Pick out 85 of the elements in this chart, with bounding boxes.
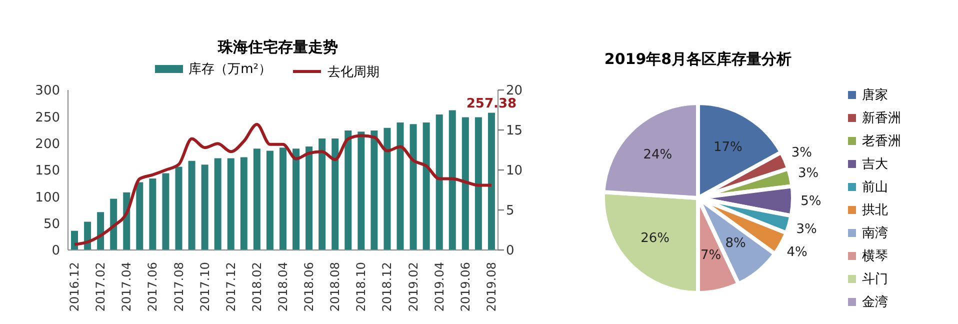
legend-label: 拱北	[862, 202, 888, 218]
x-tick-label: 2018.10	[354, 262, 368, 312]
bar	[410, 124, 417, 250]
bar	[332, 138, 339, 250]
bar	[358, 132, 365, 250]
bar	[462, 117, 469, 250]
data-label: 4%	[786, 244, 808, 260]
x-tick-label: 2017.08	[172, 262, 186, 312]
bar	[240, 157, 248, 250]
chart-title: 珠海住宅存量走势	[216, 38, 339, 58]
y-tick-label: 100	[35, 190, 60, 206]
y-tick-label: 50	[43, 216, 60, 232]
data-label: 24%	[643, 148, 672, 163]
bar	[227, 158, 234, 250]
x-tick-label: 2019.04	[432, 262, 446, 312]
data-label: 26%	[640, 230, 670, 246]
y2-tick-label: 15	[506, 124, 523, 139]
y-tick-label: 0	[52, 244, 60, 259]
bar	[175, 166, 182, 250]
bar	[396, 122, 404, 250]
x-tick-label: 2018.12	[380, 262, 394, 312]
legend-label: 金湾	[862, 294, 888, 310]
bar	[214, 158, 222, 250]
line-series	[73, 122, 493, 246]
bar	[201, 164, 208, 250]
y2-tick-label: 5	[506, 204, 514, 219]
bar	[344, 130, 352, 250]
x-tick-label: 2017.04	[120, 262, 134, 312]
y-tick-label: 250	[35, 110, 60, 126]
bar	[279, 148, 286, 250]
bar	[136, 182, 144, 250]
bar	[448, 110, 456, 250]
bar	[292, 148, 300, 250]
legend-label: 去化周期	[327, 64, 380, 80]
bar	[422, 122, 430, 250]
y-tick-label: 200	[35, 136, 60, 152]
x-tick-label: 2019.02	[406, 262, 420, 312]
legend-label: 老香洲	[862, 132, 901, 150]
y-tick-label: 150	[35, 164, 60, 179]
x-tick-label: 2017.02	[94, 262, 108, 312]
x-tick-label: 2019.08	[484, 262, 498, 312]
x-tick-label: 2017.12	[224, 262, 238, 312]
legend-label: 吉大	[862, 156, 888, 172]
bar	[253, 148, 260, 250]
bar	[488, 112, 495, 250]
y2-tick-label: 0	[506, 244, 514, 259]
x-tick-label: 2018.04	[276, 262, 290, 312]
x-tick-label: 2018.08	[328, 262, 342, 312]
x-tick-label: 2016.12	[68, 262, 82, 312]
legend-label: 前山	[862, 178, 888, 196]
data-label: 3%	[796, 222, 817, 238]
y-tick-label: 300	[35, 84, 60, 99]
legend-label: 库存（万m²）	[188, 61, 272, 78]
data-label: 3%	[798, 166, 819, 181]
x-tick-label: 2018.02	[250, 262, 264, 312]
bar	[97, 212, 104, 250]
y2-tick-label: 10	[506, 164, 523, 179]
bar	[162, 173, 170, 250]
legend-label: 唐家	[862, 86, 888, 104]
bar	[306, 146, 313, 250]
y2-tick-label: 20	[506, 84, 523, 99]
bar	[318, 138, 326, 250]
x-tick-label: 2019.06	[458, 262, 472, 312]
data-label: 17%	[714, 140, 742, 155]
data-label: 8%	[725, 236, 746, 251]
bar	[474, 117, 482, 250]
legend-label: 新香洲	[862, 110, 901, 126]
data-label: 3%	[791, 146, 812, 161]
x-tick-label: 2017.06	[146, 262, 160, 312]
legend-label: 斗门	[862, 270, 888, 288]
bar	[110, 198, 118, 250]
legend-label: 横琴	[862, 248, 888, 264]
legend-label: 南湾	[862, 224, 888, 242]
bar	[266, 150, 274, 250]
bar	[188, 160, 196, 250]
bar	[436, 114, 443, 250]
bar	[370, 130, 378, 250]
x-tick-label: 2018.06	[302, 262, 316, 312]
chart-title: 2019年8月各区库存量分析	[603, 50, 793, 69]
bar	[149, 178, 156, 250]
x-tick-label: 2017.10	[198, 262, 212, 312]
data-label: 257.38	[466, 96, 517, 112]
data-label: 5%	[800, 194, 822, 210]
data-label: 7%	[700, 248, 722, 263]
bar	[384, 128, 391, 250]
